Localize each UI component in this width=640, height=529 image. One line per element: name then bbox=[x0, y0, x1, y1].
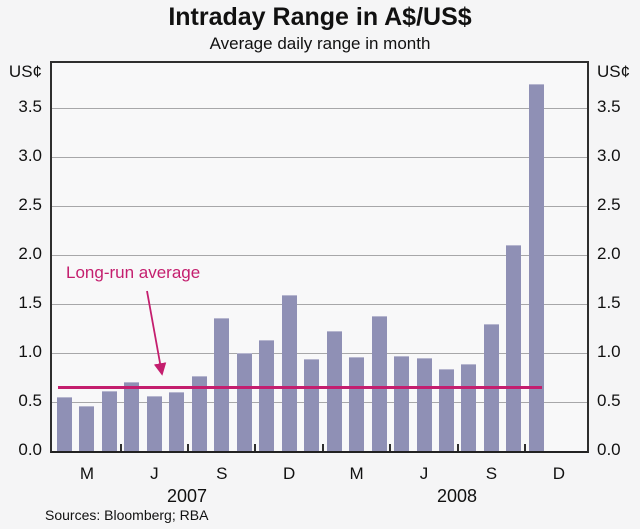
y-tick-label-left-0.0: 0.0 bbox=[18, 440, 42, 459]
gridline-1.5 bbox=[52, 303, 587, 305]
bar-Dec-2007 bbox=[281, 295, 297, 451]
bar-Feb-2007 bbox=[57, 397, 72, 451]
x-tick-label-D-22: D bbox=[552, 464, 565, 483]
gridline-2.0 bbox=[52, 254, 587, 256]
y-tick-label-right-0.0: 0.0 bbox=[597, 440, 621, 459]
bar-Jun-2007 bbox=[146, 396, 162, 451]
x-tick-label-J-4: J bbox=[150, 464, 159, 483]
x-axis-tick bbox=[254, 444, 257, 451]
y-tick-label-right-1.0: 1.0 bbox=[597, 342, 621, 361]
y-tick-label-left-2.5: 2.5 bbox=[18, 195, 42, 214]
bar-Apr-2008 bbox=[371, 315, 387, 451]
x-tick-label-M-13: M bbox=[349, 464, 364, 483]
y-tick-label-left-3.0: 3.0 bbox=[18, 146, 42, 165]
bar-Aug-2008 bbox=[461, 363, 477, 451]
gridline-2.5 bbox=[52, 205, 587, 207]
gridline-1.0 bbox=[52, 352, 587, 354]
bar-Feb-2008 bbox=[326, 331, 342, 451]
x-axis-tick bbox=[456, 444, 459, 451]
y-tick-label-left-2.0: 2.0 bbox=[18, 244, 42, 263]
x-axis-tick bbox=[119, 444, 122, 451]
bar-Jul-2008 bbox=[438, 368, 454, 451]
bar-Aug-2007 bbox=[191, 375, 207, 451]
chart-subtitle: Average daily range in month bbox=[209, 34, 431, 53]
bar-Apr-2007 bbox=[101, 391, 117, 451]
bar-May-2008 bbox=[394, 355, 410, 451]
y-tick-label-left-3.5: 3.5 bbox=[18, 97, 42, 116]
bar-Oct-2007 bbox=[236, 353, 252, 451]
x-axis-tick bbox=[524, 444, 527, 451]
bar-Mar-2008 bbox=[349, 356, 365, 451]
year-label-2007: 2007 bbox=[166, 486, 208, 506]
x-axis-tick bbox=[389, 444, 392, 451]
bar-Oct-2008 bbox=[506, 245, 522, 451]
y-tick-label-right-2.5: 2.5 bbox=[597, 195, 621, 214]
gridline-3.5 bbox=[52, 107, 587, 109]
gridline-0.5 bbox=[52, 401, 587, 403]
y-tick-label-right-0.5: 0.5 bbox=[597, 391, 621, 410]
y-tick-label-right-2.0: 2.0 bbox=[597, 244, 621, 263]
y-tick-label-left-1.5: 1.5 bbox=[18, 293, 42, 312]
bar-Sep-2007 bbox=[214, 317, 230, 451]
y-tick-label-right-3.0: 3.0 bbox=[597, 146, 621, 165]
x-tick-label-J-16: J bbox=[419, 464, 429, 483]
y-tick-label-right-3.5: 3.5 bbox=[597, 97, 621, 116]
x-tick-label-S-19: S bbox=[485, 464, 498, 483]
y-tick-label-left-1.0: 1.0 bbox=[18, 342, 42, 361]
long-run-average-label: Long-run average bbox=[66, 263, 201, 282]
y-axis-unit-right: US¢ bbox=[597, 62, 631, 81]
bar-Nov-2008 bbox=[528, 84, 544, 451]
y-tick-label-left-0.5: 0.5 bbox=[18, 391, 42, 410]
plot-area bbox=[50, 61, 589, 453]
y-tick-label-right-1.5: 1.5 bbox=[597, 293, 621, 312]
bar-May-2007 bbox=[124, 382, 140, 451]
bar-Jul-2007 bbox=[169, 392, 185, 451]
sources-note: Sources: Bloomberg; RBA bbox=[45, 507, 209, 523]
x-tick-label-D-10: D bbox=[283, 464, 296, 483]
gridline-3.0 bbox=[52, 156, 587, 158]
x-axis-tick bbox=[187, 444, 190, 451]
y-axis-unit-left: US¢ bbox=[8, 62, 42, 81]
bar-Jan-2008 bbox=[304, 358, 320, 451]
x-axis-tick bbox=[321, 444, 324, 451]
page-title: Intraday Range in A$/US$ bbox=[168, 3, 472, 31]
x-tick-label-S-7: S bbox=[216, 464, 228, 483]
long-run-average-line bbox=[57, 385, 543, 389]
bar-Mar-2007 bbox=[79, 405, 95, 451]
x-tick-label-M-1: M bbox=[79, 464, 95, 483]
bar-Nov-2007 bbox=[259, 340, 275, 451]
bar-Jun-2008 bbox=[416, 357, 432, 451]
year-label-2008: 2008 bbox=[436, 486, 478, 506]
